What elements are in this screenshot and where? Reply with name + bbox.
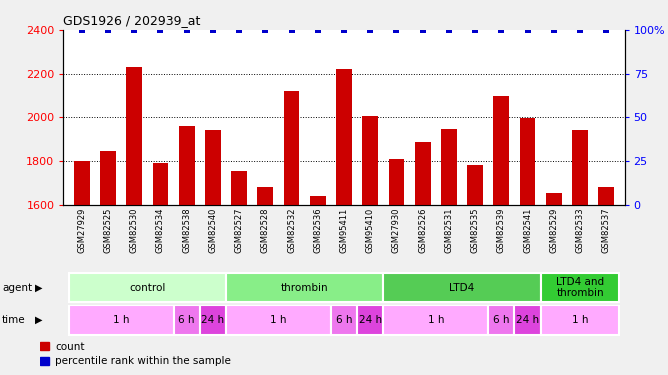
Text: 6 h: 6 h [178, 315, 195, 325]
Bar [467, 165, 483, 375]
Text: 24 h: 24 h [359, 315, 382, 325]
Text: control: control [129, 283, 166, 292]
Bar [572, 130, 588, 375]
Bar [69, 273, 226, 302]
Text: time: time [2, 315, 25, 325]
Bar [540, 273, 619, 302]
Bar [126, 67, 142, 375]
Bar [174, 306, 200, 335]
Text: count: count [55, 342, 85, 352]
Bar [488, 306, 514, 335]
Bar [310, 196, 326, 375]
Bar [40, 357, 49, 365]
Bar [514, 306, 540, 335]
Bar [389, 159, 404, 375]
Bar [226, 306, 331, 335]
Bar [152, 163, 168, 375]
Bar [415, 142, 431, 375]
Text: ▶: ▶ [35, 315, 42, 325]
Text: 24 h: 24 h [201, 315, 224, 325]
Bar [336, 69, 352, 375]
Bar [257, 187, 273, 375]
Bar [69, 306, 174, 335]
Text: 24 h: 24 h [516, 315, 539, 325]
Bar [441, 129, 457, 375]
Bar [494, 96, 509, 375]
Text: LTD4 and
thrombin: LTD4 and thrombin [556, 277, 604, 298]
Bar [74, 161, 90, 375]
Text: percentile rank within the sample: percentile rank within the sample [55, 356, 231, 366]
Text: agent: agent [2, 283, 32, 292]
Bar [520, 118, 536, 375]
Text: 6 h: 6 h [493, 315, 510, 325]
Bar [599, 187, 614, 375]
Bar [226, 273, 383, 302]
Bar [362, 116, 378, 375]
Bar [205, 130, 221, 375]
Bar [383, 306, 488, 335]
Bar [331, 306, 357, 335]
Text: GDS1926 / 202939_at: GDS1926 / 202939_at [63, 15, 201, 27]
Text: 6 h: 6 h [336, 315, 352, 325]
Text: ▶: ▶ [35, 283, 42, 292]
Bar [179, 126, 194, 375]
Bar [357, 306, 383, 335]
Bar [100, 151, 116, 375]
Bar [284, 91, 299, 375]
Text: LTD4: LTD4 [450, 283, 475, 292]
Bar [540, 306, 619, 335]
Text: thrombin: thrombin [281, 283, 329, 292]
Bar [40, 342, 49, 350]
Text: 1 h: 1 h [428, 315, 444, 325]
Text: 1 h: 1 h [271, 315, 287, 325]
Bar [231, 171, 247, 375]
Bar [546, 193, 562, 375]
Text: 1 h: 1 h [113, 315, 130, 325]
Bar [383, 273, 540, 302]
Bar [200, 306, 226, 335]
Text: 1 h: 1 h [572, 315, 589, 325]
